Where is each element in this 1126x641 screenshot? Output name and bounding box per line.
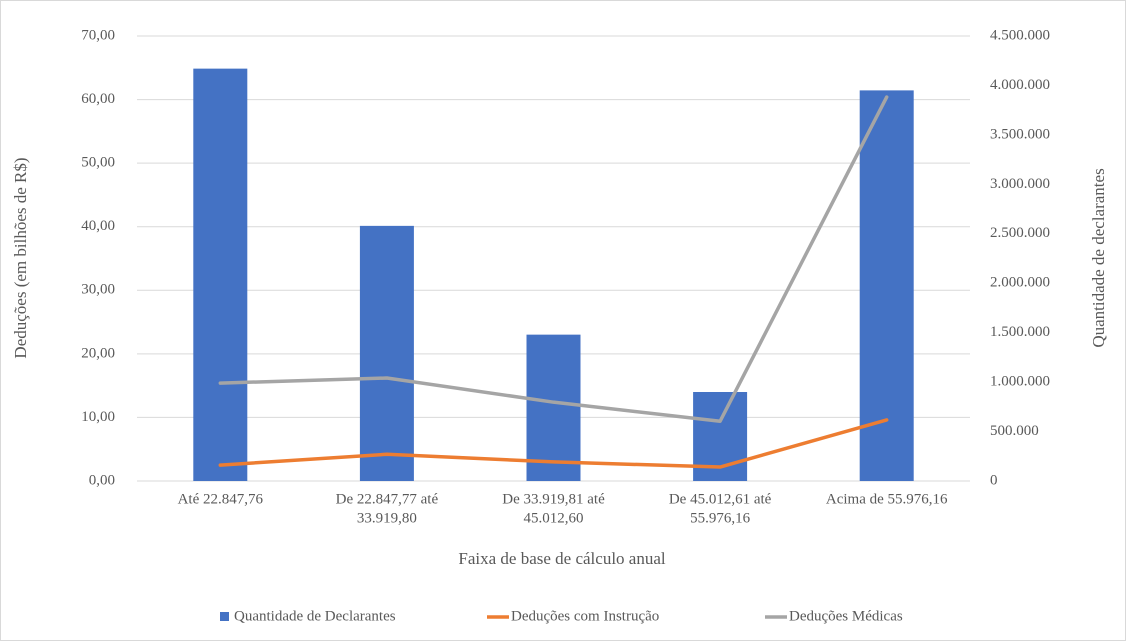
legend-label: Deduções com Instrução [511, 608, 659, 624]
y2-axis-title: Quantidade de declarantes [1089, 168, 1108, 347]
y-tick-label: 40,00 [81, 218, 115, 234]
x-tick-label: 45.012,60 [524, 510, 584, 526]
x-tick-label: De 33.919,81 até [502, 491, 605, 507]
x-tick-label: De 22.847,77 até [336, 491, 439, 507]
y2-tick-label: 3.500.000 [990, 126, 1050, 142]
y-tick-label: 30,00 [81, 282, 115, 298]
y-tick-label: 0,00 [89, 472, 115, 488]
y-axis-title: Deduções (em bilhões de R$) [11, 157, 30, 358]
y2-tick-label: 2.500.000 [990, 225, 1050, 241]
x-axis-title: Faixa de base de cálculo anual [458, 549, 665, 568]
y-tick-label: 20,00 [81, 345, 115, 361]
bar [526, 334, 581, 481]
y2-tick-label: 1.500.000 [990, 324, 1050, 340]
line [218, 95, 889, 423]
y2-tick-label: 4.500.000 [990, 27, 1050, 43]
legend-swatch [220, 612, 229, 621]
legend-label: Deduções Médicas [789, 608, 903, 624]
y-tick-label: 70,00 [81, 27, 115, 43]
y-tick-label: 10,00 [81, 409, 115, 425]
x-tick-label: 55.976,16 [690, 510, 751, 526]
bar [859, 90, 914, 481]
y-tick-label: 60,00 [81, 91, 115, 107]
y2-tick-label: 3.000.000 [990, 176, 1050, 192]
x-tick-label: Até 22.847,76 [178, 491, 264, 507]
y-tick-label: 50,00 [81, 155, 115, 171]
y2-tick-label: 0 [990, 472, 998, 488]
bar [359, 225, 414, 481]
line [218, 418, 889, 469]
x-tick-label: Acima de 55.976,16 [826, 491, 948, 507]
y2-tick-label: 500.000 [990, 423, 1039, 439]
y2-tick-label: 1.000.000 [990, 374, 1050, 390]
x-tick-label: De 45.012,61 até [669, 491, 772, 507]
bar [193, 68, 248, 481]
x-tick-label: 33.919,80 [357, 510, 417, 526]
legend-label: Quantidade de Declarantes [234, 608, 396, 624]
y2-tick-label: 2.000.000 [990, 275, 1050, 291]
y2-tick-label: 4.000.000 [990, 77, 1050, 93]
